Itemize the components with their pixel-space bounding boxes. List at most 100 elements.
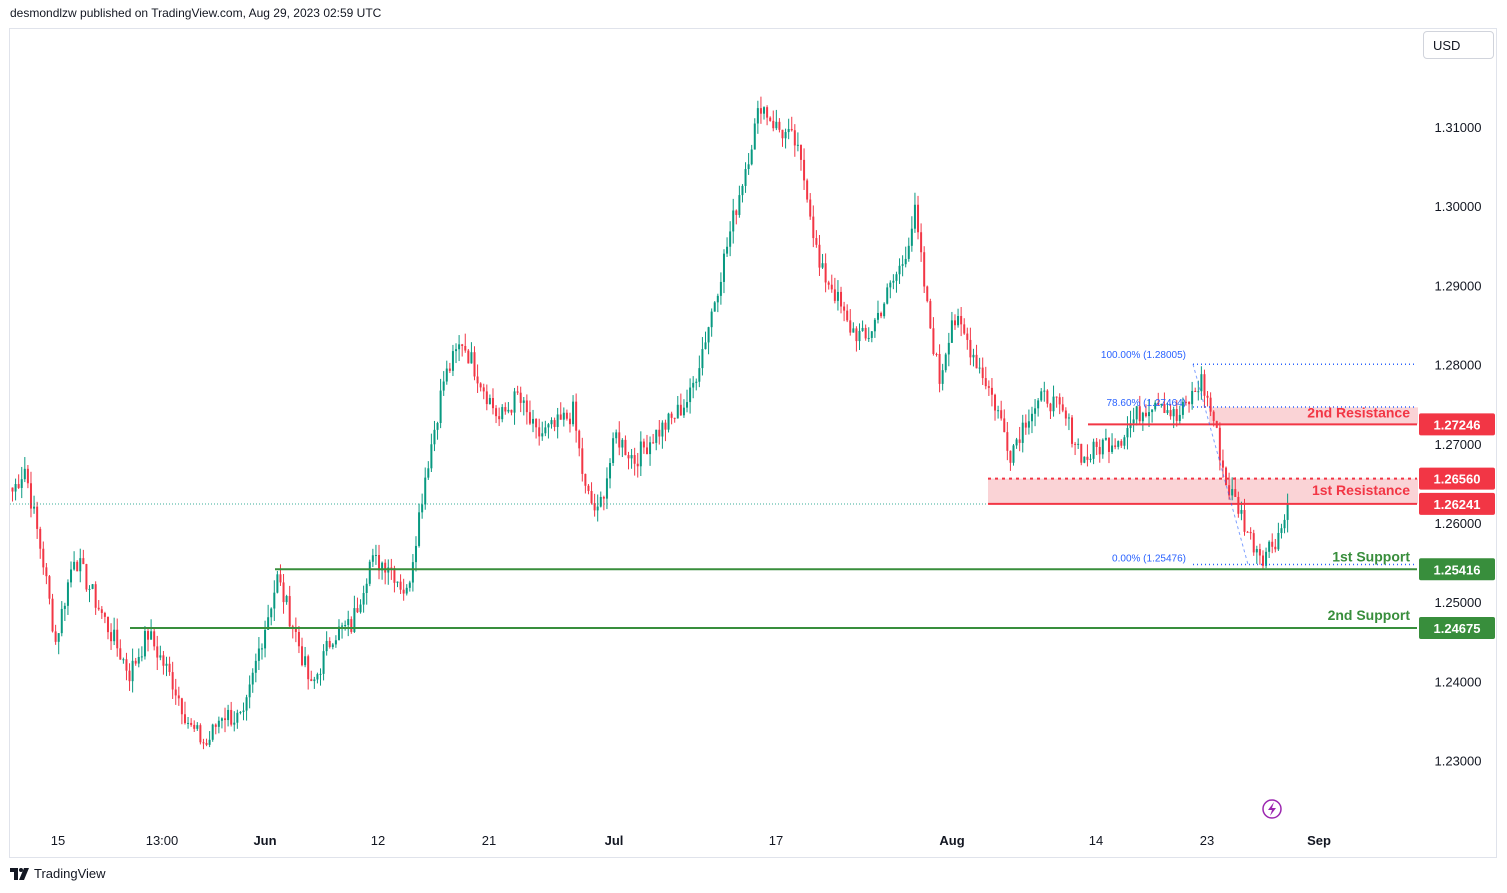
candle [686,389,689,413]
candle [830,274,833,293]
candle-body [556,414,559,427]
candle-body [260,648,263,650]
candle [29,471,32,518]
candle [799,144,802,171]
candle-body [248,684,251,698]
candle [97,600,100,611]
candle-body [679,404,682,416]
candle-body [858,330,861,342]
candle [602,495,605,511]
candle [54,624,57,645]
candle-body [572,401,575,425]
candle [769,116,772,122]
candle-body [285,596,288,603]
candle [836,280,839,311]
candle-body [245,697,248,711]
y-tick-label: 1.27000 [1435,437,1482,452]
candle-body [544,427,547,434]
candle-body [1067,417,1070,419]
candle-body [137,657,140,664]
candle [1157,392,1160,406]
candle-body [615,432,618,439]
candle-body [790,128,793,131]
candle [565,409,568,421]
lightning-icon[interactable] [1262,799,1282,819]
candle-body [344,625,347,627]
candle [929,298,932,329]
candle-body [876,312,879,320]
candle [131,648,134,693]
footer-brand-label: TradingView [34,866,106,881]
candle [1092,438,1095,465]
candle [522,397,525,416]
candle [590,482,593,505]
candle [855,326,858,352]
candle-body [1046,390,1049,404]
candle [411,553,414,592]
candle [288,585,291,629]
candle [833,277,836,304]
candle [128,663,131,691]
candle-body [987,386,990,388]
candle [202,738,205,750]
candle-body [180,698,183,715]
candle-body [923,252,926,287]
candle [784,128,787,149]
candle-body [880,312,883,317]
candle-body [390,567,393,569]
currency-button[interactable]: USD [1423,31,1494,59]
candle [858,323,861,351]
candle-body [334,640,337,645]
candle-body [495,408,498,417]
candle-body [738,195,741,215]
candle-body [969,339,972,358]
candle [947,332,950,367]
candle-body [482,387,485,392]
candle-body [840,291,843,307]
candle-body [698,368,701,382]
candle [596,494,599,522]
candle [482,383,485,400]
candle-body [458,344,461,350]
x-tick-label: Aug [939,833,964,848]
candle [966,327,969,350]
candle-body [1166,410,1169,414]
price-tag-support-2: 1.24675 [1434,621,1481,636]
candle [371,548,374,568]
candle-body [162,655,165,666]
candle [134,657,137,666]
candle-body [898,265,901,275]
candle [427,461,430,480]
candle-body [233,722,236,725]
candle-body [214,724,217,727]
candle-body [732,210,735,232]
candle [1080,443,1083,466]
candle-body [661,422,664,437]
candle-body [510,409,513,413]
candle-body [1181,401,1184,415]
candle [85,563,88,592]
candle [1101,438,1104,459]
candle-body [455,349,458,352]
candle-body [883,303,886,317]
candle-body [1117,441,1120,447]
price-tag-support-1: 1.25416 [1434,562,1481,577]
candle-body [824,263,827,283]
candle [861,320,864,332]
candle [442,371,445,396]
x-tick-label: 12 [371,833,385,848]
candle [384,559,387,585]
footer-brand[interactable]: TradingView [10,866,106,881]
candle-body [1221,460,1224,468]
candle-body [769,117,772,121]
candle [264,620,267,658]
candle [359,599,362,614]
candle-body [920,232,923,253]
candle [353,595,356,634]
candle-body [1271,541,1274,547]
candle-body [448,368,451,371]
candle [140,646,143,662]
candle-body [236,712,239,723]
candle-body [799,144,802,160]
